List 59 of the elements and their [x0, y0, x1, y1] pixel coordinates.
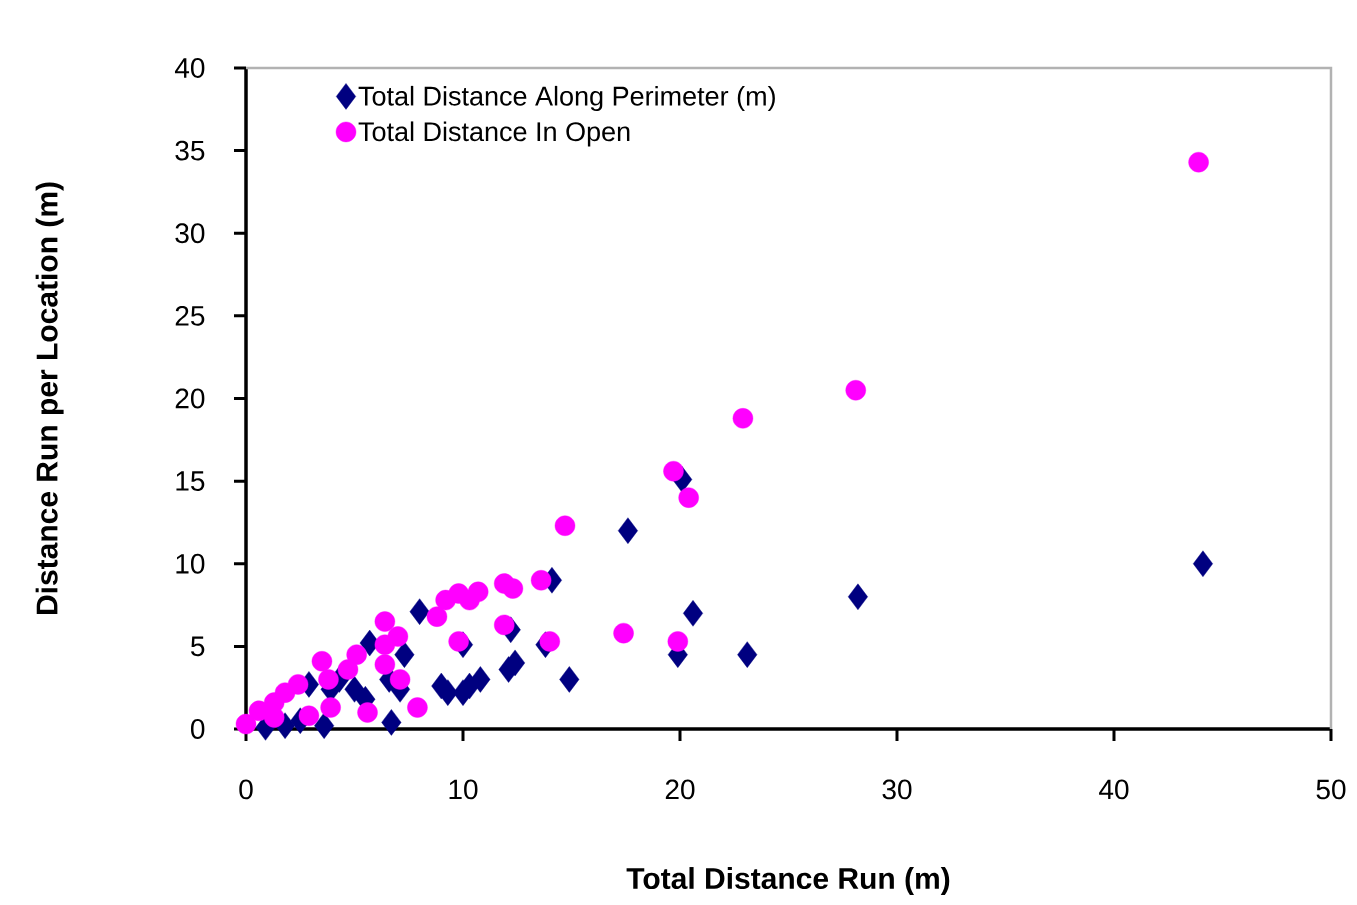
point [374, 634, 396, 655]
point [663, 461, 684, 482]
point [346, 644, 367, 665]
x-tick-label: 20 [665, 779, 695, 800]
point [394, 641, 415, 668]
legend-label: Total Distance In Open [358, 121, 630, 147]
point [530, 570, 552, 591]
point [559, 666, 580, 693]
point [1193, 550, 1213, 577]
point [667, 631, 689, 652]
y-tick-label: 40 [174, 58, 205, 78]
point [235, 713, 257, 735]
point [448, 631, 469, 652]
point [407, 697, 428, 718]
point [435, 589, 456, 611]
legend-label: Total Distance Along Perimeter (m) [358, 85, 775, 112]
y-tick-label: 25 [175, 305, 205, 326]
point [409, 598, 430, 625]
point [264, 707, 285, 728]
point [494, 573, 515, 594]
point [678, 487, 699, 508]
y-tick-label: 35 [175, 140, 205, 161]
point [357, 702, 378, 723]
point [737, 641, 758, 668]
x-tick-label: 10 [449, 779, 478, 800]
point [1188, 151, 1209, 173]
point [374, 654, 396, 675]
point [617, 517, 638, 544]
point [554, 515, 576, 536]
x-axis-title: Total Distance Run (m) [626, 867, 950, 896]
y-tick-label: 30 [175, 223, 205, 244]
x-tick-label: 40 [1099, 779, 1129, 800]
point [298, 705, 320, 726]
y-axis-title: Distance Run per Location (m) [35, 182, 64, 615]
x-tick-label: 50 [1316, 779, 1346, 800]
y-tick-label: 15 [176, 471, 205, 491]
y-tick-label: 20 [175, 388, 205, 409]
y-tick-label: 5 [191, 636, 205, 657]
point [318, 669, 339, 690]
point [494, 614, 515, 636]
point [320, 697, 341, 718]
point [539, 631, 560, 652]
point [426, 606, 448, 627]
point [311, 651, 333, 672]
point [381, 709, 402, 736]
x-tick-label: 0 [239, 779, 253, 800]
point [314, 712, 335, 739]
point [732, 408, 754, 429]
point [337, 659, 359, 680]
x-tick-label: 30 [882, 779, 912, 800]
point [613, 622, 634, 644]
y-tick-label: 0 [190, 719, 205, 739]
point [683, 600, 703, 627]
point [847, 583, 868, 610]
point [389, 669, 411, 690]
point [374, 611, 396, 632]
y-tick-label: 10 [176, 553, 205, 574]
point [845, 380, 866, 401]
point [344, 676, 365, 703]
